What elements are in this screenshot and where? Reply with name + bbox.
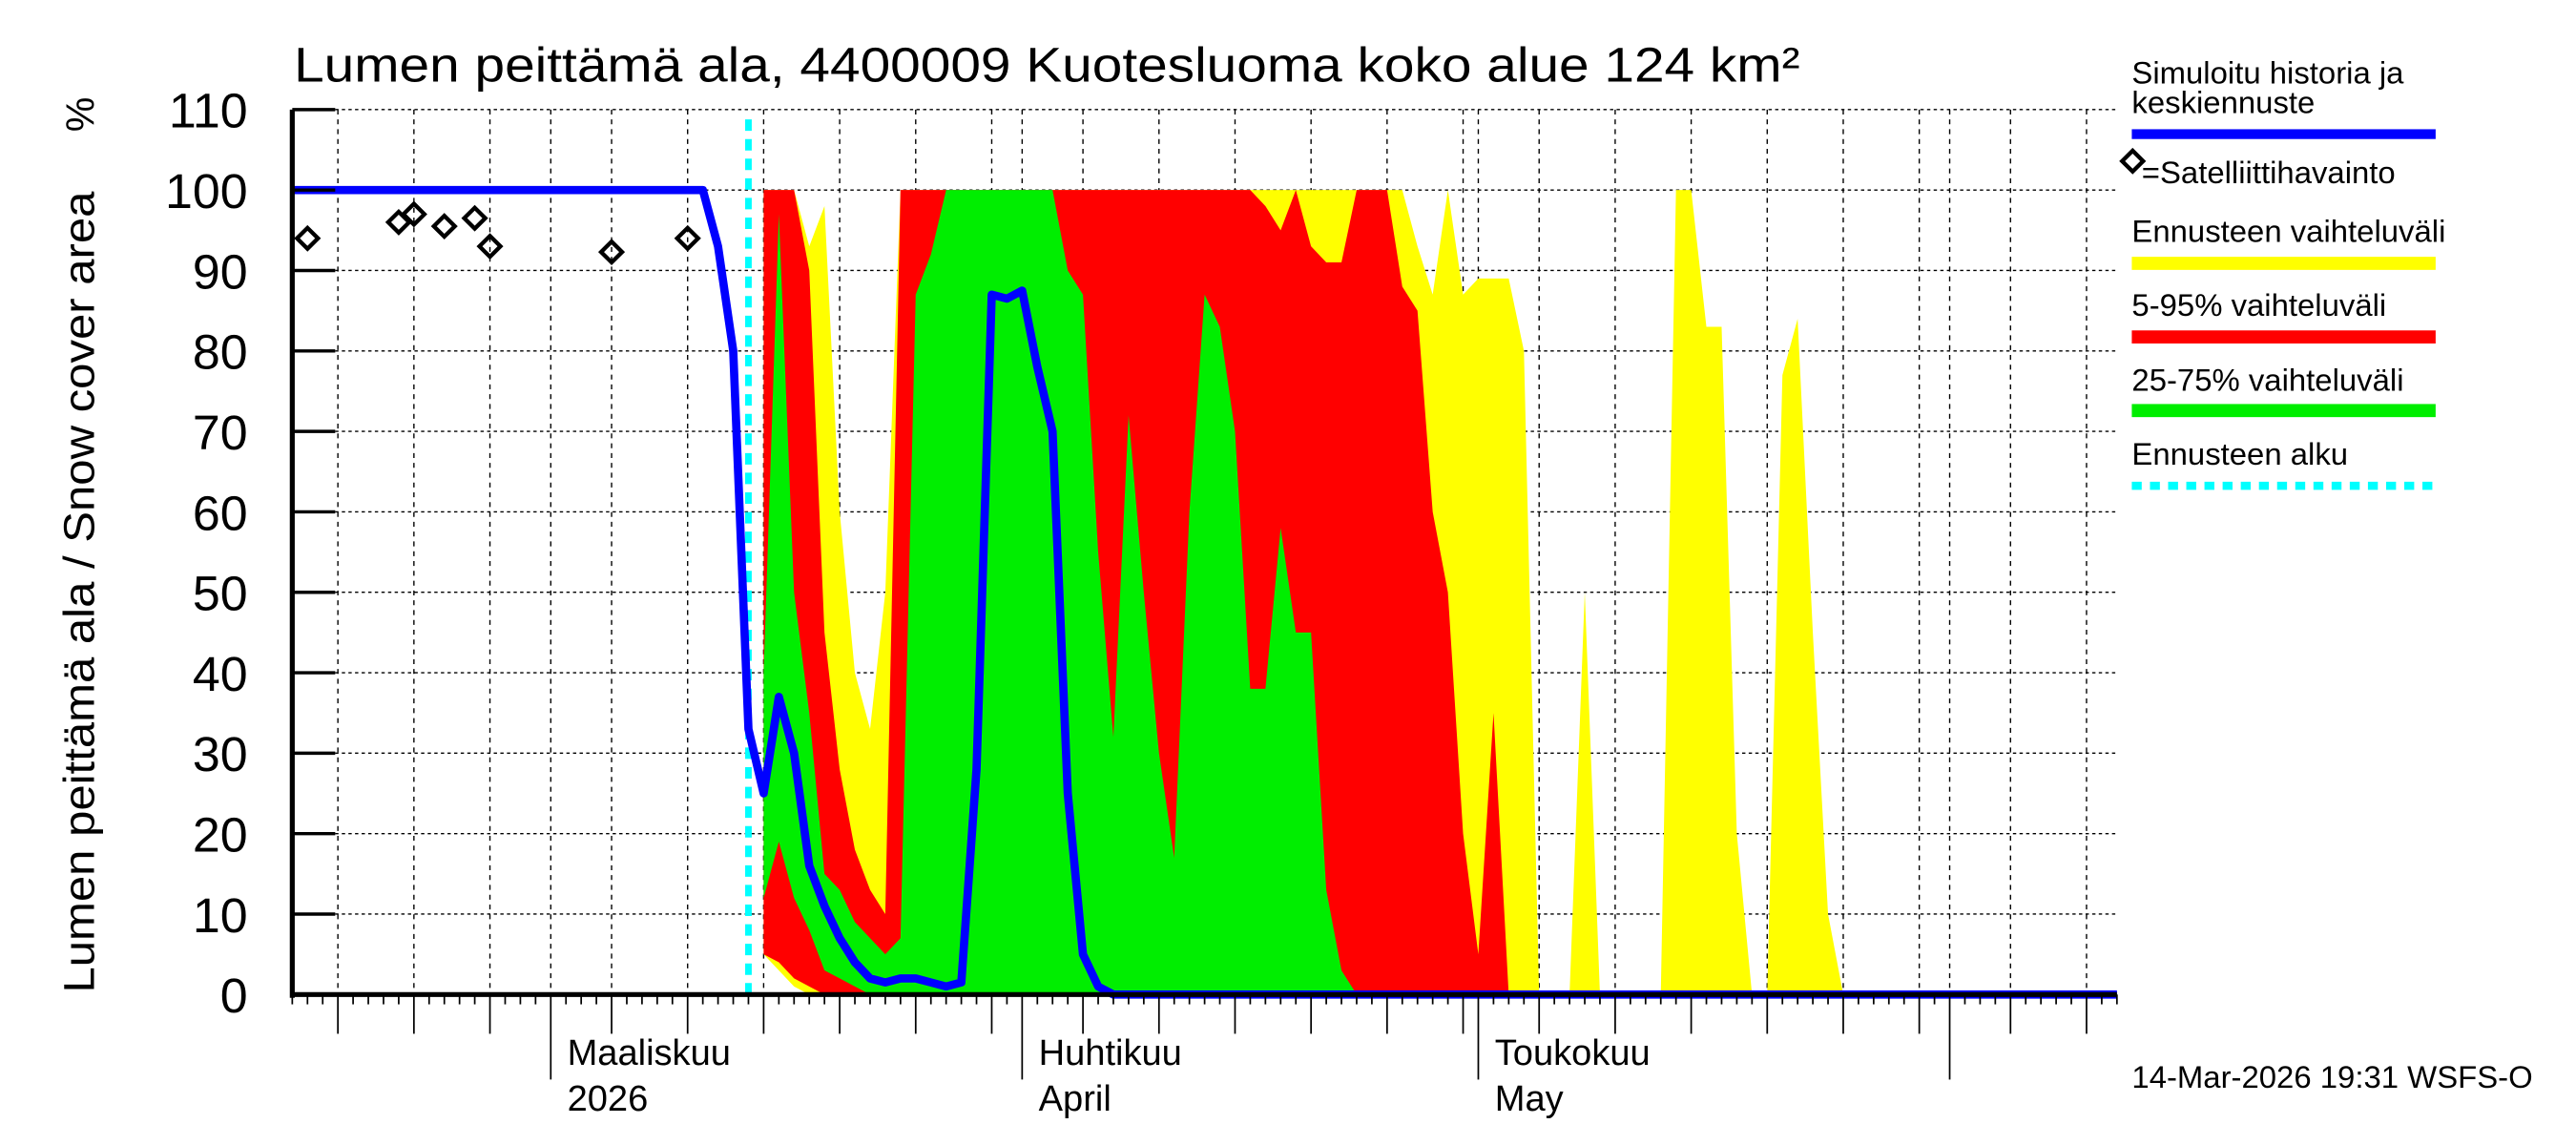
- y-axis-label: Lumen peittämä ala / Snow cover area: [55, 191, 103, 992]
- legend-swatch-5-95: [2131, 330, 2436, 344]
- satellite-observation: [294, 224, 322, 252]
- x-tick-label-sub: May: [1495, 1079, 1564, 1119]
- x-tick-labels: Maaliskuu 2026 Huhtikuu April Toukokuu May: [568, 1033, 1651, 1119]
- y-tick-label: 100: [165, 163, 248, 219]
- legend-label-range: Ennusteen vaihteluväli: [2131, 214, 2445, 249]
- y-tick-label: 110: [169, 83, 248, 138]
- legend-label-5-95: 5-95% vaihteluväli: [2131, 287, 2386, 323]
- y-tick-label: 70: [193, 405, 248, 460]
- legend-label-history-1: Simuloitu historia ja: [2131, 55, 2404, 91]
- y-tick-label: 0: [220, 968, 248, 1023]
- legend-label-forecast-start: Ennusteen alku: [2131, 436, 2348, 471]
- x-tick-label-sub: April: [1039, 1079, 1111, 1119]
- y-tick-label: 90: [193, 244, 248, 300]
- y-tick-label: 40: [193, 646, 248, 701]
- y-tick-labels: 0 10 20 30 40 50 60 70 80 90 100 110: [165, 83, 248, 1023]
- x-tick-label-month: Toukokuu: [1495, 1033, 1651, 1073]
- y-tick-label: 10: [193, 887, 248, 943]
- y-unit-label: %: [58, 97, 102, 133]
- satellite-observation: [430, 213, 458, 240]
- legend: Simuloitu historia ja keskiennuste =Sate…: [2119, 55, 2445, 490]
- legend-label-25-75: 25-75% vaihteluväli: [2131, 363, 2403, 398]
- x-tick-label-month: Huhtikuu: [1039, 1033, 1182, 1073]
- legend-diamond-icon: [2119, 147, 2147, 175]
- axes: [289, 108, 2118, 1080]
- legend-swatch-history: [2131, 129, 2436, 139]
- legend-swatch-25-75: [2131, 404, 2436, 418]
- satellite-observation: [674, 224, 701, 252]
- y-tick-label: 20: [193, 807, 248, 863]
- x-tick-label-month: Maaliskuu: [568, 1033, 731, 1073]
- legend-swatch-range: [2131, 257, 2436, 270]
- chart-title: Lumen peittämä ala, 4400009 Kuotesluoma …: [294, 37, 1799, 93]
- forecast-bands: [763, 190, 1843, 995]
- y-tick-label: 80: [193, 324, 248, 380]
- satellite-observation: [476, 233, 504, 260]
- x-tick-label-sub: 2026: [568, 1079, 649, 1119]
- legend-label-history-2: keskiennuste: [2131, 84, 2315, 119]
- y-tick-label: 60: [193, 485, 248, 540]
- satellite-observation: [597, 239, 626, 266]
- y-tick-label: 50: [193, 566, 248, 621]
- legend-label-satellite: =Satelliittihavainto: [2142, 155, 2396, 190]
- satellite-observation: [400, 200, 427, 228]
- footer-timestamp: 14-Mar-2026 19:31 WSFS-O: [2131, 1059, 2532, 1094]
- satellite-observation: [461, 204, 488, 232]
- y-tick-label: 30: [193, 726, 248, 781]
